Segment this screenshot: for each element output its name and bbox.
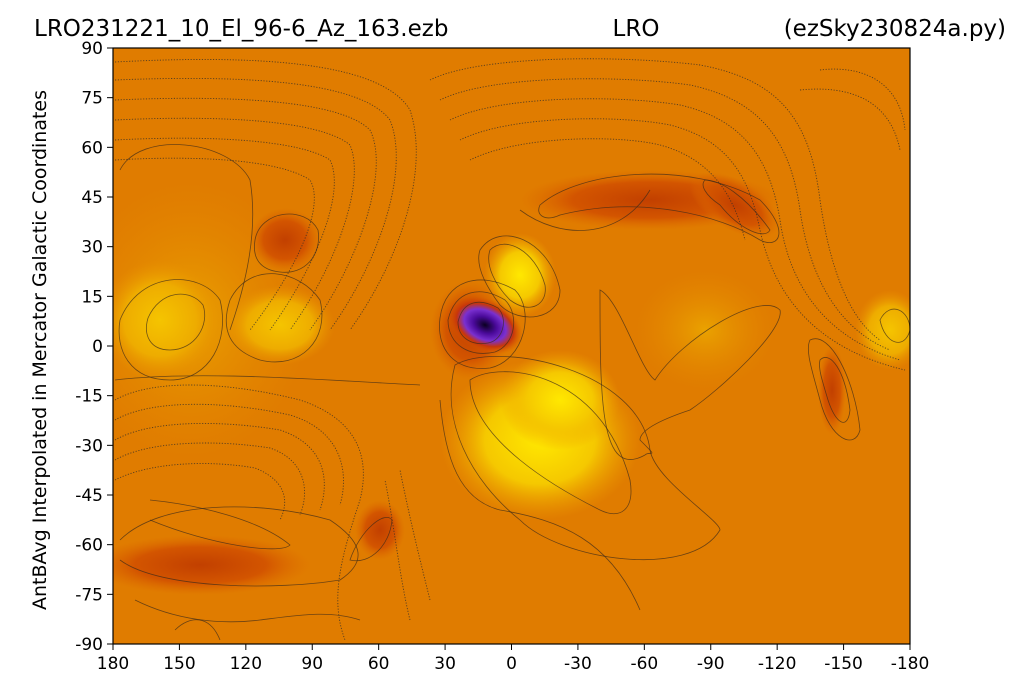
y-tick-label: 0 [92, 337, 103, 357]
title-left: LRO231221_10_El_96-6_Az_163.ezb [34, 16, 448, 42]
y-tick-label: -15 [75, 387, 103, 407]
x-tick-label: 60 [368, 654, 390, 674]
y-tick-label: 75 [81, 89, 103, 109]
x-tick-label: 90 [301, 654, 323, 674]
x-tick-label: 30 [434, 654, 456, 674]
y-tick-label: -60 [75, 536, 103, 556]
peak-intense [447, 295, 523, 355]
lobe-bright-north [484, 233, 556, 317]
y-tick-label: -90 [75, 635, 103, 655]
contour-lines [114, 144, 910, 641]
y-tick-label: -75 [75, 585, 103, 605]
y-tick-label: 45 [81, 188, 103, 208]
x-tick-label: -150 [824, 654, 863, 674]
region-bright-south-core [500, 350, 620, 450]
y-tick-label: -45 [75, 486, 103, 506]
region-light-east [635, 270, 775, 390]
region-left-warm [113, 260, 220, 380]
band-dark-lower [113, 535, 310, 595]
region-mid-warm [225, 285, 335, 365]
y-tick-label: 60 [81, 138, 103, 158]
streak-dark-east [818, 345, 846, 435]
x-axis: 180 150 120 90 60 30 0 -30 -60 -90 -120 -150 -180 [97, 644, 930, 674]
title-center: LRO [613, 16, 660, 42]
x-tick-label: 120 [230, 654, 262, 674]
y-tick-label: 15 [81, 287, 103, 307]
title-right: (ezSky230824a.py) [784, 16, 1006, 42]
track-lines [114, 58, 906, 641]
y-axis: 90 75 60 45 30 15 0 -15 -30 -45 -60 -75 -90 [75, 39, 113, 655]
ridge-dark-northeast [689, 171, 781, 239]
y-tick-label: -30 [75, 436, 103, 456]
x-tick-label: 150 [163, 654, 195, 674]
x-tick-label: 0 [506, 654, 517, 674]
x-tick-label: 180 [97, 654, 129, 674]
spot-dark-lower [355, 500, 405, 560]
region-warm-east-edge [855, 290, 910, 370]
heatmap-field [113, 48, 910, 644]
y-tick-label: 30 [81, 238, 103, 258]
x-tick-label: -60 [630, 654, 658, 674]
x-tick-label: -180 [891, 654, 930, 674]
x-tick-label: -90 [697, 654, 725, 674]
spot-dark-upper [249, 208, 321, 272]
x-tick-label: -120 [758, 654, 797, 674]
y-axis-label: AntBAvg Interpolated in Mercator Galacti… [29, 90, 51, 610]
x-tick-label: -30 [564, 654, 592, 674]
y-tick-label: 90 [81, 39, 103, 59]
